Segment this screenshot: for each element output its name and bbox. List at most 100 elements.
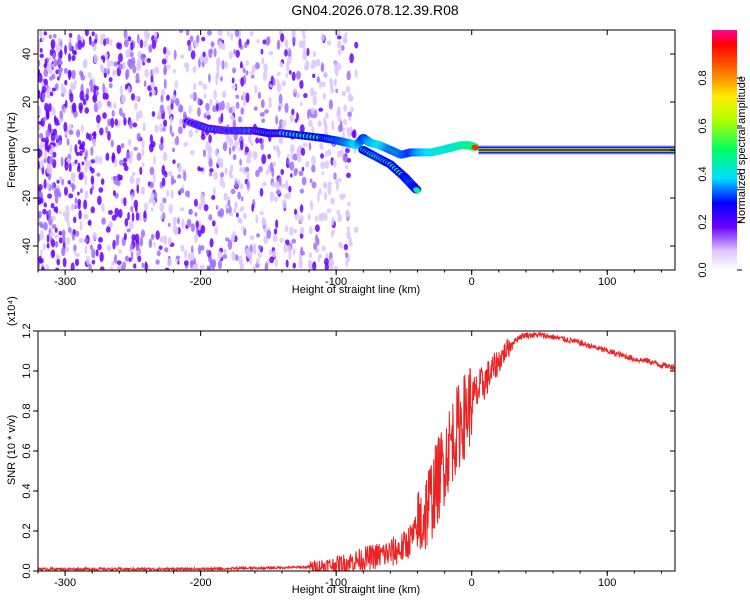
noise-speckle: [46, 166, 52, 174]
noise-speckle: [311, 125, 315, 133]
noise-speckle: [68, 32, 73, 38]
noise-speckle: [238, 255, 243, 266]
noise-speckle: [89, 86, 95, 93]
noise-speckle: [224, 61, 229, 69]
noise-speckle: [87, 72, 92, 78]
noise-speckle: [53, 187, 59, 198]
noise-speckle: [91, 132, 97, 137]
noise-speckle: [101, 217, 106, 225]
noise-speckle: [215, 205, 219, 210]
noise-speckle: [169, 116, 173, 125]
noise-speckle: [300, 246, 304, 256]
spectrogram-ylabel: Frequency (Hz): [6, 112, 18, 188]
snr-xlabel: Height of straight line (km): [292, 584, 420, 596]
main-trace-point: [472, 145, 479, 151]
noise-speckle: [119, 159, 124, 166]
noise-speckle: [99, 251, 104, 262]
noise-speckle: [257, 91, 262, 100]
noise-speckle: [207, 145, 213, 155]
noise-speckle: [296, 156, 302, 163]
noise-speckle: [273, 145, 276, 151]
noise-speckle: [88, 35, 92, 46]
noise-speckle: [129, 120, 133, 130]
noise-speckle: [112, 189, 116, 197]
noise-speckle: [39, 141, 45, 150]
colorbar-tick-label: 0.4: [697, 166, 709, 181]
noise-speckle: [343, 38, 348, 44]
noise-speckle: [153, 241, 156, 248]
noise-speckle: [51, 87, 57, 92]
noise-speckle: [81, 161, 85, 166]
noise-speckle: [66, 138, 70, 146]
noise-speckle: [130, 93, 136, 101]
noise-speckle: [161, 88, 166, 96]
noise-speckle: [232, 119, 236, 130]
noise-speckle: [264, 262, 269, 270]
noise-speckle: [333, 172, 337, 180]
noise-speckle: [298, 170, 304, 177]
noise-speckle: [39, 30, 43, 38]
noise-speckle: [312, 73, 316, 79]
noise-speckle: [141, 186, 145, 194]
noise-speckle: [353, 147, 357, 154]
noise-speckle: [51, 182, 55, 191]
noise-speckle: [217, 250, 223, 260]
noise-speckle: [128, 219, 134, 230]
noise-speckle: [187, 252, 192, 261]
noise-speckle: [324, 212, 328, 222]
noise-speckle: [183, 260, 189, 266]
noise-speckle: [140, 229, 146, 238]
noise-speckle: [167, 257, 172, 267]
noise-speckle: [348, 237, 353, 247]
noise-speckle: [255, 62, 260, 70]
noise-speckle: [307, 213, 311, 221]
noise-speckle: [180, 244, 185, 252]
noise-speckle: [174, 226, 178, 236]
noise-speckle: [74, 258, 80, 267]
noise-speckle: [302, 142, 308, 147]
noise-speckle: [68, 41, 72, 52]
noise-speckle: [321, 81, 326, 88]
noise-speckle: [137, 255, 142, 263]
noise-speckle: [140, 53, 145, 62]
noise-speckle: [101, 202, 105, 212]
noise-speckle: [43, 151, 48, 160]
noise-speckle: [185, 62, 190, 73]
noise-speckle: [299, 204, 304, 213]
noise-speckle: [74, 80, 77, 86]
noise-speckle: [195, 220, 199, 229]
noise-speckle: [158, 143, 164, 151]
noise-speckle: [342, 154, 348, 163]
noise-speckle: [110, 266, 114, 270]
noise-speckle: [151, 39, 157, 50]
noise-speckle: [337, 150, 341, 158]
noise-speckle: [193, 198, 198, 207]
noise-speckle: [116, 260, 122, 266]
noise-speckle: [150, 88, 156, 96]
noise-speckle: [78, 102, 84, 111]
noise-speckle: [213, 89, 217, 100]
noise-speckle: [190, 245, 194, 254]
noise-speckle: [281, 80, 287, 87]
noise-speckle: [74, 197, 78, 205]
noise-speckle: [56, 76, 60, 81]
noise-speckle: [69, 92, 74, 103]
noise-speckle: [260, 48, 264, 55]
noise-speckle: [318, 187, 322, 196]
noise-speckle: [268, 249, 272, 256]
noise-speckle: [255, 169, 260, 178]
colorbar-tick-label: 0.0: [697, 262, 709, 277]
noise-speckle: [328, 99, 334, 110]
noise-speckle: [253, 247, 257, 255]
noise-speckle: [123, 157, 128, 163]
noise-speckle: [141, 161, 145, 168]
noise-speckle: [104, 37, 110, 45]
noise-speckle: [53, 58, 58, 67]
noise-speckle: [199, 55, 205, 61]
noise-speckle: [142, 126, 146, 132]
noise-speckle: [275, 189, 281, 195]
noise-speckle: [178, 118, 184, 126]
noise-speckle: [318, 212, 323, 222]
noise-speckle: [301, 30, 306, 36]
noise-speckle: [104, 52, 108, 61]
